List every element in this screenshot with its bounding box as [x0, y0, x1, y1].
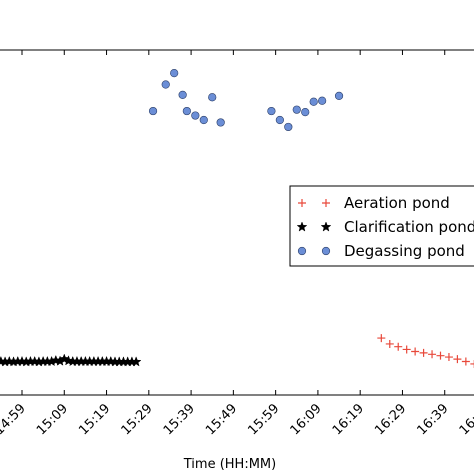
series-degassing-pond: [148, 69, 344, 132]
clarification-pond-point: [130, 356, 142, 367]
legend-label-aeration-pond: Aeration pond: [344, 194, 450, 212]
x-tick-label: 15:39: [161, 401, 198, 438]
degassing-pond-point: [161, 80, 170, 89]
x-tick-label: 15:59: [245, 401, 282, 438]
legend-box: [289, 185, 474, 267]
degassing-pond-point: [284, 122, 293, 132]
series-layer: [0, 69, 474, 368]
aeration-pond-point: [461, 357, 470, 366]
x-tick-label: 16:09: [288, 401, 325, 438]
legend-label-degassing-pond: Degassing pond: [344, 242, 465, 260]
aeration-pond-point: [444, 353, 453, 362]
legend-marker-aeration-pond: [298, 199, 306, 207]
legend-marker-degassing-pond: [321, 246, 331, 256]
degassing-pond-point: [182, 106, 191, 116]
plot-area-frame: [0, 49, 474, 396]
degassing-pond-point: [191, 111, 200, 120]
degassing-pond-point: [178, 90, 187, 99]
x-tick-label: 15:19: [76, 401, 113, 438]
x-tick-label: 16:19: [330, 401, 367, 438]
aeration-pond-point: [470, 359, 474, 368]
x-tick-label: 15:09: [34, 401, 71, 438]
aeration-pond-point: [385, 339, 394, 348]
x-tick-label: 15:49: [203, 401, 240, 438]
legend-marker-clarification-pond: [296, 221, 308, 232]
x-axis-label: Time (HH:MM): [183, 457, 276, 472]
degassing-pond-point: [208, 93, 217, 102]
degassing-pond-point: [216, 118, 225, 127]
aeration-pond-point: [436, 351, 445, 360]
degassing-pond-point: [309, 97, 318, 106]
aeration-pond-point: [428, 350, 437, 359]
aeration-pond-point: [419, 348, 428, 357]
degassing-pond-point: [292, 105, 301, 114]
legend-marker-clarification-pond: [320, 221, 332, 232]
degassing-pond-point: [148, 106, 158, 116]
x-tick-label: 15:29: [119, 401, 156, 438]
legend-marker-aeration-pond: [322, 199, 330, 207]
aeration-pond-point: [411, 347, 420, 356]
series-clarification-pond: [0, 353, 142, 367]
aeration-pond-point: [377, 334, 386, 343]
degassing-pond-point: [267, 106, 276, 116]
aeration-pond-point: [394, 342, 403, 351]
aeration-pond-point: [402, 345, 411, 354]
degassing-pond-point: [199, 115, 208, 125]
degassing-pond-point: [318, 96, 327, 105]
legend-marker-degassing-pond: [297, 246, 307, 256]
degassing-pond-point: [334, 91, 344, 100]
series-aeration-pond: [377, 334, 474, 368]
degassing-pond-point: [275, 115, 284, 125]
degassing-pond-point: [301, 107, 310, 117]
aeration-pond-point: [453, 355, 462, 364]
legend: Aeration pond Clarification pond Degassing…: [289, 185, 474, 267]
x-tick-label: 14:59: [0, 401, 29, 438]
x-tick-label: 16:49: [457, 401, 474, 438]
degassing-pond-point: [170, 69, 179, 78]
legend-label-clarification-pond: Clarification pond: [344, 218, 474, 236]
x-tick-label: 16:29: [372, 401, 409, 438]
x-tick-label: 16:39: [414, 401, 451, 438]
